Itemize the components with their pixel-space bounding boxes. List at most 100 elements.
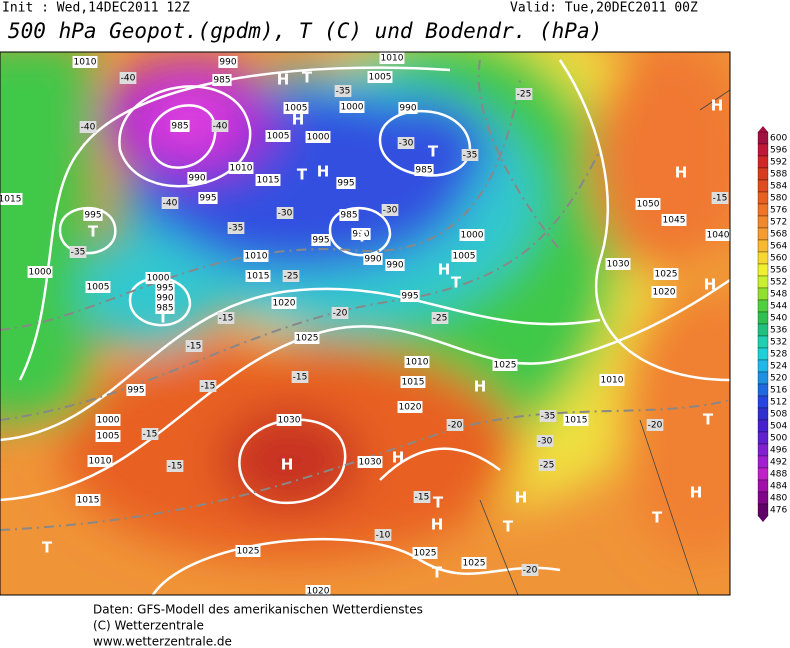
legend-swatch <box>757 347 769 361</box>
temperature-label: -25 <box>282 270 300 282</box>
pressure-label: 1025 <box>461 557 487 569</box>
temperature-label-box <box>276 207 294 219</box>
pressure-label-text: 990 <box>386 261 403 271</box>
temperature-label: -15 <box>291 371 309 383</box>
pressure-label-text: 1000 <box>461 231 484 241</box>
pressure-label: 1000 <box>145 272 171 284</box>
pressure-label: 990 <box>187 172 207 184</box>
pressure-label-box <box>271 297 297 309</box>
temperature-label: -30 <box>536 435 554 447</box>
pressure-label-text: 1000 <box>307 133 330 143</box>
temperature-label: -20 <box>331 307 349 319</box>
pressure-label-box <box>400 290 420 302</box>
temperature-label-box <box>711 192 729 204</box>
pressure-label-text: 1000 <box>147 274 170 284</box>
legend-swatch <box>757 467 769 481</box>
legend-swatch <box>757 503 769 517</box>
pressure-label-box <box>653 268 679 280</box>
pressure-label-text: 1025 <box>414 549 437 559</box>
temperature-label-text: -25 <box>540 461 555 471</box>
legend-swatch <box>757 131 769 145</box>
pressure-label-box <box>351 228 371 240</box>
temperature-label-text: -35 <box>229 224 244 234</box>
pressure-center: H <box>292 111 305 129</box>
temperature-label-box <box>521 564 539 576</box>
pressure-label-box <box>379 52 405 64</box>
pressure-label-box <box>75 494 101 506</box>
pressure-label-box <box>414 164 434 176</box>
temperature-label: -15 <box>217 312 235 324</box>
pressure-center: T <box>88 223 99 241</box>
temperature-label: -30 <box>276 207 294 219</box>
pressure-label-box <box>412 547 438 559</box>
pressure-label-box <box>85 281 111 293</box>
pressure-label: 1005 <box>85 281 111 293</box>
pressure-label-text: 1015 <box>257 176 280 186</box>
temperature-label: -35 <box>69 246 87 258</box>
temperature-label: -15 <box>141 428 159 440</box>
pressure-label-text: 1030 <box>278 416 301 426</box>
legend-label: 576 <box>770 206 787 216</box>
pressure-label-box <box>0 193 23 205</box>
pressure-label-text: 1005 <box>87 283 110 293</box>
pressure-center: H <box>431 516 444 534</box>
temperature-label: -15 <box>166 460 184 472</box>
legend-swatch <box>757 143 769 157</box>
temperature-label-box <box>539 410 557 422</box>
temperature-label-text: -20 <box>448 421 463 431</box>
temperature-label-text: -30 <box>278 209 293 219</box>
temperature-label-box <box>431 312 449 324</box>
pressure-label-text: 995 <box>84 211 101 221</box>
pressure-label-box <box>305 585 331 595</box>
pressure-label-text: 985 <box>156 304 173 314</box>
pressure-center: H <box>515 489 528 507</box>
legend-swatch <box>757 275 769 289</box>
temperature-label-text: -40 <box>81 123 96 133</box>
temperature-label-box <box>199 380 217 392</box>
pressure-label-box <box>336 177 356 189</box>
pressure-label: 1030 <box>276 414 302 426</box>
pressure-label-box <box>27 266 53 278</box>
legend-swatch <box>757 431 769 445</box>
pressure-label-text: 990 <box>156 294 173 304</box>
pressure-label-text: 1015 <box>402 378 425 388</box>
pressure-label-box <box>276 414 302 426</box>
pressure-label: 1000 <box>459 229 485 241</box>
pressure-label-box <box>363 253 383 265</box>
pressure-label: 985 <box>339 209 359 221</box>
pressure-label-text: 985 <box>213 76 230 86</box>
temperature-label-box <box>536 435 554 447</box>
pressure-label-text: 1000 <box>97 416 120 426</box>
temperature-label-text: -15 <box>415 493 430 503</box>
pressure-label-box <box>661 214 687 226</box>
pressure-label: 1025 <box>653 268 679 280</box>
legend-swatch <box>757 491 769 505</box>
pressure-label: 1010 <box>599 374 625 386</box>
legend-label: 572 <box>770 218 787 228</box>
legend-swatch <box>757 191 769 205</box>
pressure-center: H <box>281 456 294 474</box>
legend-label: 524 <box>770 362 787 372</box>
pressure-label-text: 1010 <box>89 457 112 467</box>
pressure-label-box <box>170 120 190 132</box>
pressure-label-text: 1015 <box>0 195 21 205</box>
pressure-label: 1005 <box>265 130 291 142</box>
pressure-label-text: 1005 <box>267 132 290 142</box>
pressure-label-box <box>339 209 359 221</box>
pressure-label-box <box>228 162 254 174</box>
pressure-center: T <box>158 309 169 327</box>
isotherms <box>0 59 730 531</box>
pressure-label-box <box>461 557 487 569</box>
temperature-label-text: -25 <box>433 314 448 324</box>
temperature-label-box <box>282 270 300 282</box>
temperature-label-text: -25 <box>517 90 532 100</box>
pressure-center: T <box>42 539 53 557</box>
pressure-label: 990 <box>398 102 418 114</box>
pressure-center: T <box>652 509 663 527</box>
pressure-label-text: 995 <box>337 179 354 189</box>
pressure-label: 1000 <box>305 131 331 143</box>
temperature-label: -20 <box>646 419 664 431</box>
temperature-label-box <box>381 204 399 216</box>
legend-label: 548 <box>770 290 787 300</box>
